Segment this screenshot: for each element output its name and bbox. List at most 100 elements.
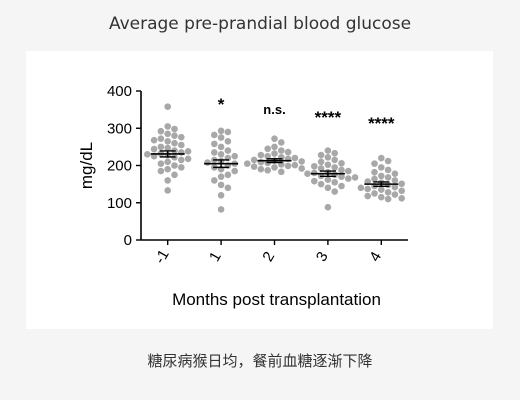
significance-label: * [218,95,225,114]
data-point [291,161,299,169]
data-point [331,188,339,195]
data-point [204,159,211,166]
data-point [331,149,339,157]
data-point [211,140,218,148]
data-point [284,148,292,156]
data-point [257,158,265,166]
data-point [157,143,165,151]
data-point [331,171,339,179]
data-point [278,168,285,176]
x-tick-label: 4 [366,249,385,265]
data-point [324,176,332,183]
data-point [391,183,399,191]
data-point [398,194,406,202]
chart-card: 0 100 200 300 400 -1 1 2 3 4 mg/dL Months post tra… [26,51,493,329]
data-point [217,173,225,180]
data-point [391,191,399,198]
data-point [217,206,225,213]
data-point [384,189,392,196]
data-point [278,154,285,161]
data-point [317,165,325,172]
data-point [211,177,218,184]
data-point [317,158,325,166]
data-point [217,151,225,158]
figure-caption: 糖尿病猴日均，餐前血糖逐渐下降 [147,352,373,370]
data-point [164,137,171,145]
data-point [224,137,232,145]
data-point [217,181,225,189]
glucose-dot-plot: 0 100 200 300 400 -1 1 2 3 4 mg/dL Months post tra… [77,83,408,309]
data-point [364,178,372,185]
data-point [164,103,171,110]
y-tick-label: 0 [124,232,132,249]
data-point [371,175,378,183]
data-point [324,203,332,211]
data-point [398,187,406,195]
data-point [378,172,385,180]
data-point [357,184,365,192]
data-point [250,156,258,164]
y-tick-label: 300 [107,120,132,137]
data-point [250,163,258,170]
data-point [231,152,238,160]
data-point [217,127,225,135]
data-point [364,185,372,193]
data-point [244,160,251,167]
data-point [331,156,339,164]
data-point [144,151,151,158]
x-tick-label: -1 [151,247,172,267]
page-title: Average pre-prandial blood glucose [108,14,412,34]
data-point [338,166,345,174]
data-point [178,164,185,171]
data-point [298,158,306,165]
data-point [278,147,285,154]
data-point [331,178,339,186]
data-point [171,162,178,169]
data-point [171,139,178,147]
data-point [164,130,171,138]
data-point [371,160,378,167]
data-point [384,157,392,165]
data-point [304,170,311,177]
data-point [271,150,278,157]
data-point [317,151,325,159]
y-tick-label: 400 [107,83,132,100]
data-point [264,145,271,153]
x-tick-label: 2 [259,249,278,265]
data-point [317,180,325,188]
data-point [178,133,185,141]
data-point [264,152,271,160]
data-point [257,151,265,159]
data-point [157,135,165,142]
data-point [364,192,372,200]
data-point [324,154,332,161]
data-point [384,174,392,181]
data-point [178,149,185,156]
data-point [378,164,385,171]
data-point [391,177,399,184]
data-point [311,162,318,170]
data-point [184,155,192,163]
data-point [391,170,399,177]
data-point [150,145,158,153]
data-point [211,131,218,139]
data-point [164,165,171,173]
data-point [324,184,332,192]
data-point [384,166,392,174]
data-point [378,154,385,162]
data-point [331,164,339,171]
data-point [164,158,171,166]
data-point [211,149,218,156]
data-point [264,167,271,174]
data-point [338,159,345,167]
data-point [324,147,332,154]
data-point [224,171,232,179]
data-point [157,167,165,175]
data-point [150,136,158,144]
data-point [291,154,299,162]
data-point [171,132,178,139]
data-point [164,123,171,130]
data-point [224,147,232,154]
data-point [271,143,278,151]
data-point [311,177,318,185]
